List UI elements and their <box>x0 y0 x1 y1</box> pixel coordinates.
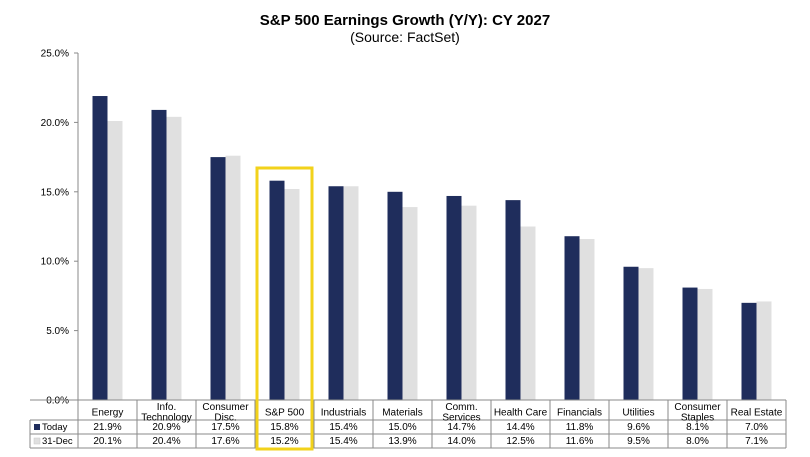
data-label: 15.4% <box>329 422 357 433</box>
bar-today <box>741 302 757 400</box>
bar-31dec <box>284 189 300 400</box>
data-label: 7.1% <box>745 436 768 447</box>
category-label: Info. <box>157 402 176 413</box>
data-label: 15.2% <box>270 436 298 447</box>
bar-31dec <box>697 288 713 400</box>
category-label: Materials <box>382 408 423 419</box>
bar-31dec <box>107 121 123 401</box>
bar-today <box>564 236 580 400</box>
bars <box>92 96 772 401</box>
category-label: Services <box>442 413 480 424</box>
bar-today <box>446 195 462 400</box>
bar-31dec <box>166 116 182 401</box>
category-label: Industrials <box>321 408 367 419</box>
bar-today <box>151 109 167 401</box>
data-label: 14.4% <box>506 422 534 433</box>
data-label: 11.6% <box>566 436 594 447</box>
bar-31dec <box>225 155 241 400</box>
legend-key <box>34 424 40 430</box>
chart-subtitle: (Source: FactSet) <box>350 29 460 45</box>
y-tick-label: 20.0% <box>41 118 69 129</box>
category-label: Comm. <box>445 402 477 413</box>
data-label: 20.4% <box>152 436 180 447</box>
data-label: 20.1% <box>93 436 121 447</box>
grid: 0.0% 5.0% 10.0% 15.0% 20.0% 25.0% <box>41 49 79 407</box>
y-tick-label: 10.0% <box>41 257 69 268</box>
bar-31dec <box>520 226 536 400</box>
data-label: 8.1% <box>686 422 709 433</box>
category-label: S&P 500 <box>265 408 305 419</box>
data-label: 15.8% <box>270 422 298 433</box>
bar-today <box>682 287 698 400</box>
category-label: Utilities <box>622 408 654 419</box>
y-tick-label: 25.0% <box>41 49 69 60</box>
data-label: 8.0% <box>686 436 709 447</box>
bar-31dec <box>461 205 477 400</box>
category-label: Financials <box>557 408 602 419</box>
data-label: 14.7% <box>447 422 475 433</box>
data-label: 12.5% <box>506 436 534 447</box>
bar-31dec <box>402 207 418 400</box>
highlight-box <box>255 166 314 451</box>
data-label: 14.0% <box>447 436 475 447</box>
category-label: Disc. <box>214 413 236 424</box>
bar-today <box>623 266 639 400</box>
category-label: Technology <box>141 413 192 424</box>
bar-today <box>210 157 226 400</box>
bar-today <box>92 96 108 400</box>
bar-31dec <box>579 238 595 400</box>
data-label: 7.0% <box>745 422 768 433</box>
legend-label: 31-Dec <box>42 436 73 447</box>
data-label: 11.8% <box>566 422 594 433</box>
bar-today <box>269 180 285 400</box>
legend-key <box>33 437 41 445</box>
data-label: 15.0% <box>388 422 416 433</box>
category-label: Health Care <box>494 408 548 419</box>
legend-label: Today <box>42 422 68 433</box>
bar-31dec <box>638 268 654 400</box>
data-label: 17.5% <box>211 422 239 433</box>
y-tick-label: 5.0% <box>46 326 69 337</box>
bar-31dec <box>756 301 772 400</box>
chart-title: S&P 500 Earnings Growth (Y/Y): CY 2027 <box>260 12 550 29</box>
data-label: 15.4% <box>329 436 357 447</box>
bar-today <box>387 191 403 400</box>
category-label: Consumer <box>202 402 249 413</box>
data-label: 20.9% <box>152 422 180 433</box>
category-label: Consumer <box>674 402 721 413</box>
data-label: 9.5% <box>627 436 650 447</box>
bar-31dec <box>343 186 359 400</box>
data-label: 17.6% <box>211 436 239 447</box>
data-label: 21.9% <box>93 422 121 433</box>
category-label: Real Estate <box>731 408 783 419</box>
y-tick-label: 15.0% <box>41 187 69 198</box>
data-label: 13.9% <box>388 436 416 447</box>
data-label: 9.6% <box>627 422 650 433</box>
category-label: Staples <box>681 413 714 424</box>
bar-today <box>328 186 344 400</box>
bar-today <box>505 200 521 400</box>
category-label: Energy <box>92 408 124 419</box>
y-tick-label: 0.0% <box>46 396 69 407</box>
